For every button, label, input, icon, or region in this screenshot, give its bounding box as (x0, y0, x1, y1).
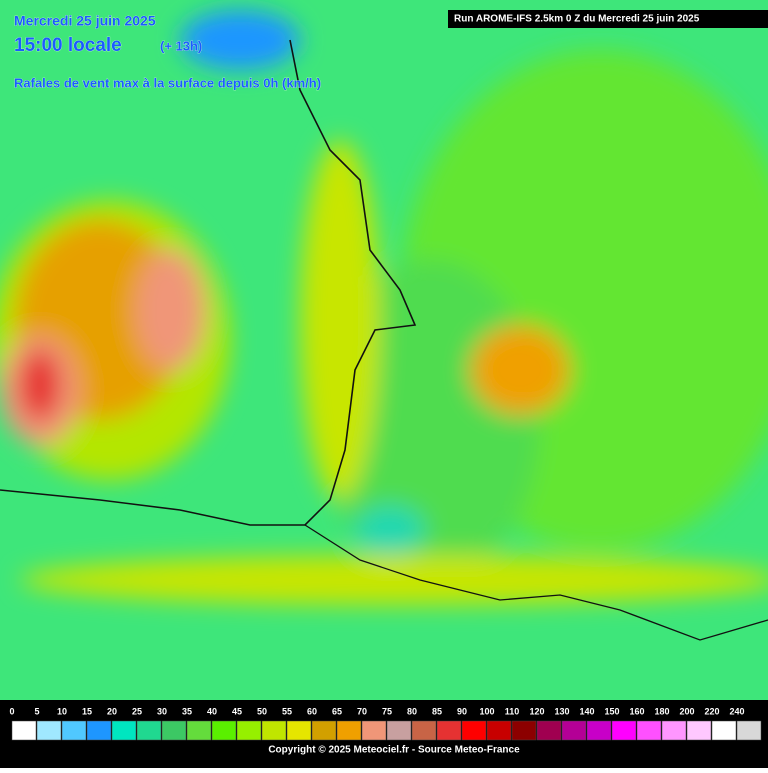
legend-swatch (311, 720, 337, 741)
legend-tick-label: 75 (382, 706, 392, 716)
legend-tick-label: 45 (232, 706, 242, 716)
variable: Rafales de vent max à la surface depuis … (14, 75, 321, 90)
run-info: Run AROME-IFS 2.5km 0 Z du Mercredi 25 j… (454, 14, 700, 25)
legend: 0 5 10 15 20 25 30 35 40 45 50 55 60 65 70 75 80 85 90 100 1… (9, 706, 762, 741)
legend-swatch (411, 720, 437, 741)
legend-swatch (261, 720, 287, 741)
legend-tick-label: 85 (432, 706, 442, 716)
legend-tick-label: 15 (82, 706, 92, 716)
copyright: Copyright © 2025 Meteociel.fr - Source M… (268, 745, 520, 756)
legend-swatch (361, 720, 387, 741)
legend-tick-label: 90 (457, 706, 467, 716)
legend-swatch (736, 720, 762, 741)
legend-tick-label: 40 (207, 706, 217, 716)
legend-tick-label: 150 (604, 706, 619, 716)
legend-swatch (11, 720, 37, 741)
legend-tick-label: 30 (157, 706, 167, 716)
legend-tick-label: 140 (579, 706, 594, 716)
legend-swatch (661, 720, 687, 741)
legend-swatch (111, 720, 137, 741)
legend-tick-label: 65 (332, 706, 342, 716)
legend-tick-label: 50 (257, 706, 267, 716)
legend-swatch (211, 720, 237, 741)
offset: (+ 13h) (160, 38, 202, 53)
legend-swatch (461, 720, 487, 741)
legend-tick-label: 110 (505, 706, 520, 716)
legend-swatch (186, 720, 212, 741)
legend-tick-label: 120 (529, 706, 544, 716)
legend-tick-label: 35 (182, 706, 192, 716)
legend-swatch (636, 720, 662, 741)
legend-swatch (161, 720, 187, 741)
legend-swatch (436, 720, 462, 741)
legend-swatch (36, 720, 62, 741)
legend-swatch (236, 720, 262, 741)
legend-tick-label: 240 (729, 706, 744, 716)
legend-swatch (61, 720, 87, 741)
legend-tick-label: 70 (357, 706, 367, 716)
legend-tick-label: 60 (307, 706, 317, 716)
legend-swatch (336, 720, 362, 741)
legend-tick-label: 220 (704, 706, 719, 716)
legend-swatch (686, 720, 712, 741)
legend-swatch (536, 720, 562, 741)
legend-swatch (611, 720, 637, 741)
legend-tick-label: 5 (34, 706, 39, 716)
map-field (0, 0, 768, 710)
legend-swatch (86, 720, 112, 741)
legend-tick-label: 200 (679, 706, 694, 716)
legend-swatch (561, 720, 587, 741)
legend-tick-label: 20 (107, 706, 117, 716)
legend-swatch (711, 720, 737, 741)
legend-tick-label: 10 (57, 706, 67, 716)
legend-swatch (511, 720, 537, 741)
legend-tick-label: 0 (9, 706, 14, 716)
legend-tick-label: 25 (132, 706, 142, 716)
date: Mercredi 25 juin 2025 (14, 13, 156, 29)
legend-tick-label: 130 (554, 706, 569, 716)
legend-swatch (486, 720, 512, 741)
legend-tick-label: 80 (407, 706, 417, 716)
legend-tick-label: 180 (654, 706, 669, 716)
legend-swatch (136, 720, 162, 741)
run-box (448, 10, 768, 28)
legend-tick-label: 160 (629, 706, 644, 716)
legend-swatch (586, 720, 612, 741)
legend-swatch (286, 720, 312, 741)
legend-tick-label: 100 (479, 706, 494, 716)
time: 15:00 locale (14, 35, 122, 56)
legend-swatch (386, 720, 412, 741)
legend-tick-label: 55 (282, 706, 292, 716)
